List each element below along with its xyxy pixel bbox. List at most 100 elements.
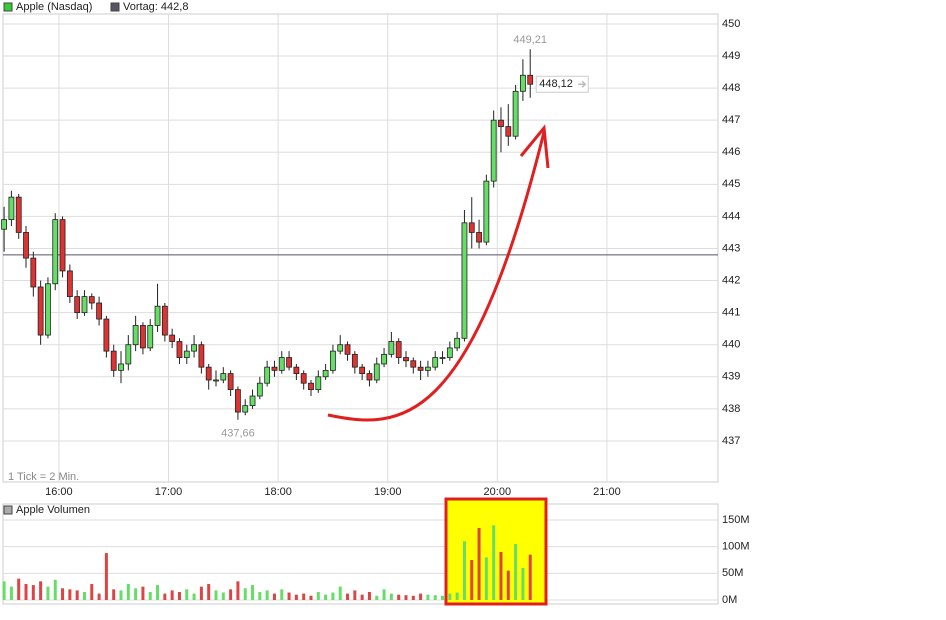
volume-bar	[207, 584, 211, 600]
volume-bar	[382, 589, 386, 600]
candle-body	[103, 318, 110, 352]
candle-body	[512, 90, 519, 137]
volume-bar	[192, 593, 196, 600]
y-tick-label: 100M	[722, 541, 750, 553]
candle-body	[66, 270, 73, 297]
volume-bar	[156, 585, 160, 600]
candle-body	[183, 350, 190, 358]
candle-body	[505, 126, 512, 137]
volume-bar	[404, 595, 408, 600]
volume-bar	[280, 589, 284, 600]
volume-bar	[148, 592, 152, 600]
candle-body	[271, 366, 278, 371]
candle-body	[373, 363, 380, 381]
y-tick-label: 443	[722, 242, 740, 254]
volume-bar	[448, 593, 452, 600]
candle-body	[256, 382, 263, 397]
volume-bar	[104, 553, 108, 600]
candle-body	[169, 334, 176, 342]
candle-body	[205, 366, 212, 381]
volume-bar	[170, 590, 174, 600]
y-tick-label: 438	[722, 403, 740, 415]
volume-bar	[185, 589, 189, 600]
y-tick-label: 441	[722, 307, 740, 319]
candle-body	[286, 357, 292, 368]
volume-bar	[426, 594, 430, 600]
candle-body	[330, 350, 336, 371]
candle-body	[118, 363, 124, 371]
candle-body	[81, 296, 88, 314]
y-tick-label: 450	[722, 18, 740, 30]
volume-bar	[53, 579, 57, 600]
volume-bar	[243, 588, 247, 600]
candle-body	[8, 196, 15, 221]
candle-body	[198, 344, 205, 368]
volume-bar	[17, 578, 21, 600]
volume-bar	[90, 584, 94, 600]
x-tick-label: 19:00	[374, 486, 402, 498]
candle-body	[439, 357, 446, 359]
candle-body	[213, 379, 219, 382]
volume-bar	[433, 595, 437, 600]
volume-bar	[141, 586, 145, 600]
volume-bar	[112, 589, 116, 600]
volume-plot-frame	[2, 503, 719, 605]
volume-bar	[199, 586, 203, 600]
candle-body	[308, 382, 314, 391]
last-price-box	[535, 75, 589, 93]
volume-bar	[324, 594, 328, 600]
candle-body	[96, 302, 102, 320]
trend-arrow-head	[519, 124, 550, 169]
volume-bar	[514, 544, 518, 600]
volume-bar	[484, 557, 488, 600]
candle-body	[23, 232, 29, 259]
volume-bar	[411, 595, 415, 600]
candle-body	[110, 350, 117, 371]
legend-label: Apple Volumen	[16, 504, 90, 516]
volume-bar	[68, 589, 72, 600]
volume-bar	[39, 581, 43, 600]
volume-bar	[9, 586, 13, 600]
last-price-label: 448,12	[539, 78, 573, 90]
candle-body	[446, 347, 453, 358]
candle-body	[191, 344, 197, 352]
volume-bar	[338, 586, 342, 600]
candle-body	[490, 119, 497, 182]
volume-bar	[61, 588, 65, 600]
volume-bar	[470, 560, 474, 600]
candle-body	[315, 376, 322, 391]
volume-bar	[331, 592, 335, 600]
volume-bar	[346, 593, 350, 600]
candle-body	[161, 305, 168, 336]
x-tick-label: 20:00	[484, 486, 512, 498]
volume-bar	[506, 570, 510, 600]
candle-body	[476, 232, 482, 243]
candle-body	[176, 341, 183, 358]
candle-body	[403, 357, 409, 362]
x-tick-label: 18:00	[264, 486, 292, 498]
candle-body	[461, 222, 468, 339]
candle-body	[52, 219, 59, 285]
candle-body	[351, 353, 358, 368]
candle-body	[235, 389, 241, 413]
candle-body	[249, 395, 256, 407]
candle-body	[359, 366, 366, 374]
legend-swatch	[3, 2, 13, 12]
candle-body	[242, 405, 249, 413]
volume-bar	[97, 593, 101, 600]
y-tick-label: 442	[722, 274, 740, 286]
candle-body	[395, 341, 402, 358]
volume-bar	[272, 593, 276, 600]
volume-bar	[229, 589, 233, 600]
candle-body	[278, 357, 285, 371]
candle-body	[30, 257, 37, 288]
candle-body	[527, 74, 534, 85]
candle-body	[417, 366, 424, 371]
y-tick-label: 447	[722, 114, 740, 126]
volume-bar	[265, 590, 269, 600]
candle-body	[366, 373, 373, 381]
volume-bar	[499, 552, 503, 600]
volume-bar	[119, 590, 123, 600]
legend-label: Apple (Nasdaq)	[16, 1, 92, 13]
volume-bar	[419, 593, 423, 600]
